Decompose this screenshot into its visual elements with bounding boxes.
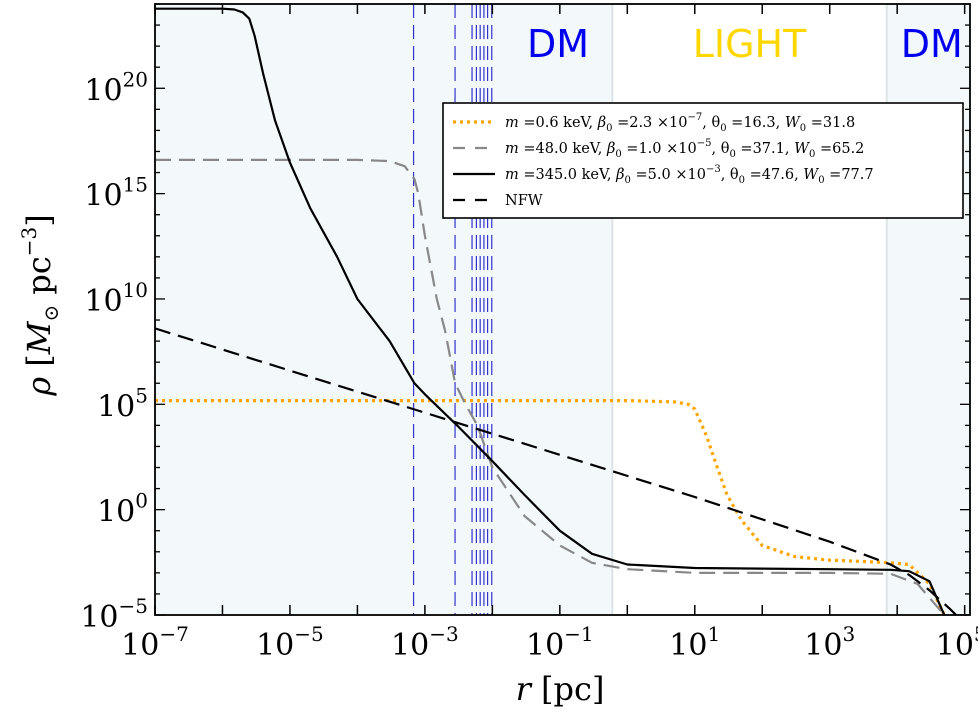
x-tick-label: 101 <box>669 622 720 663</box>
x-tick-label: 103 <box>804 622 855 663</box>
region-label-1: LIGHT <box>693 22 807 66</box>
region-label-0: DM <box>527 22 589 66</box>
region-shade-2 <box>886 4 970 615</box>
vertical-markers <box>412 4 493 615</box>
y-tick-label: 100 <box>97 489 148 530</box>
y-axis-label: ρ [M⊙ pc−3] <box>17 214 63 397</box>
y-tick-label: 1015 <box>84 173 148 214</box>
y-tick-label: 105 <box>97 383 148 424</box>
y-tick-label: 10−5 <box>80 594 148 635</box>
x-axis-label: r [pc] <box>516 670 605 708</box>
series-line-3 <box>155 327 958 615</box>
x-tick-label: 10−7 <box>121 622 189 663</box>
legend-box <box>442 102 964 219</box>
legend-label-3: NFW <box>505 193 543 209</box>
legend-label-2: m =345.0 keV, β0 =5.0 ×10−3, θ0 =47.6, W… <box>505 164 874 186</box>
y-tick-label: 1020 <box>84 67 148 108</box>
y-tick-label: 1010 <box>84 278 148 319</box>
legend-label-1: m =48.0 keV, β0 =1.0 ×10−5, θ0 =37.1, W0… <box>505 138 864 160</box>
legend-label-0: m =0.6 keV, β0 =2.3 ×10−7, θ0 =16.3, W0 … <box>505 112 855 134</box>
region-labels: DM LIGHT DM <box>527 22 963 66</box>
region-label-2: DM <box>901 22 963 66</box>
axis-ticks: 10−710−510−310−110110310510−510010510101… <box>80 3 978 663</box>
plot-frame <box>154 3 971 616</box>
legend: m =0.6 keV, β0 =2.3 ×10−7, θ0 =16.3, W0 … <box>442 102 964 219</box>
series-lines <box>155 7 958 615</box>
series-line-1 <box>155 158 946 615</box>
x-tick-label: 10−1 <box>526 622 594 663</box>
x-tick-label: 10−3 <box>391 622 459 663</box>
x-tick-label: 10−5 <box>256 622 324 663</box>
x-tick-label: 105 <box>936 622 978 663</box>
region-shading <box>155 4 970 615</box>
region-shade-0 <box>155 4 613 615</box>
series-line-2 <box>155 7 946 615</box>
